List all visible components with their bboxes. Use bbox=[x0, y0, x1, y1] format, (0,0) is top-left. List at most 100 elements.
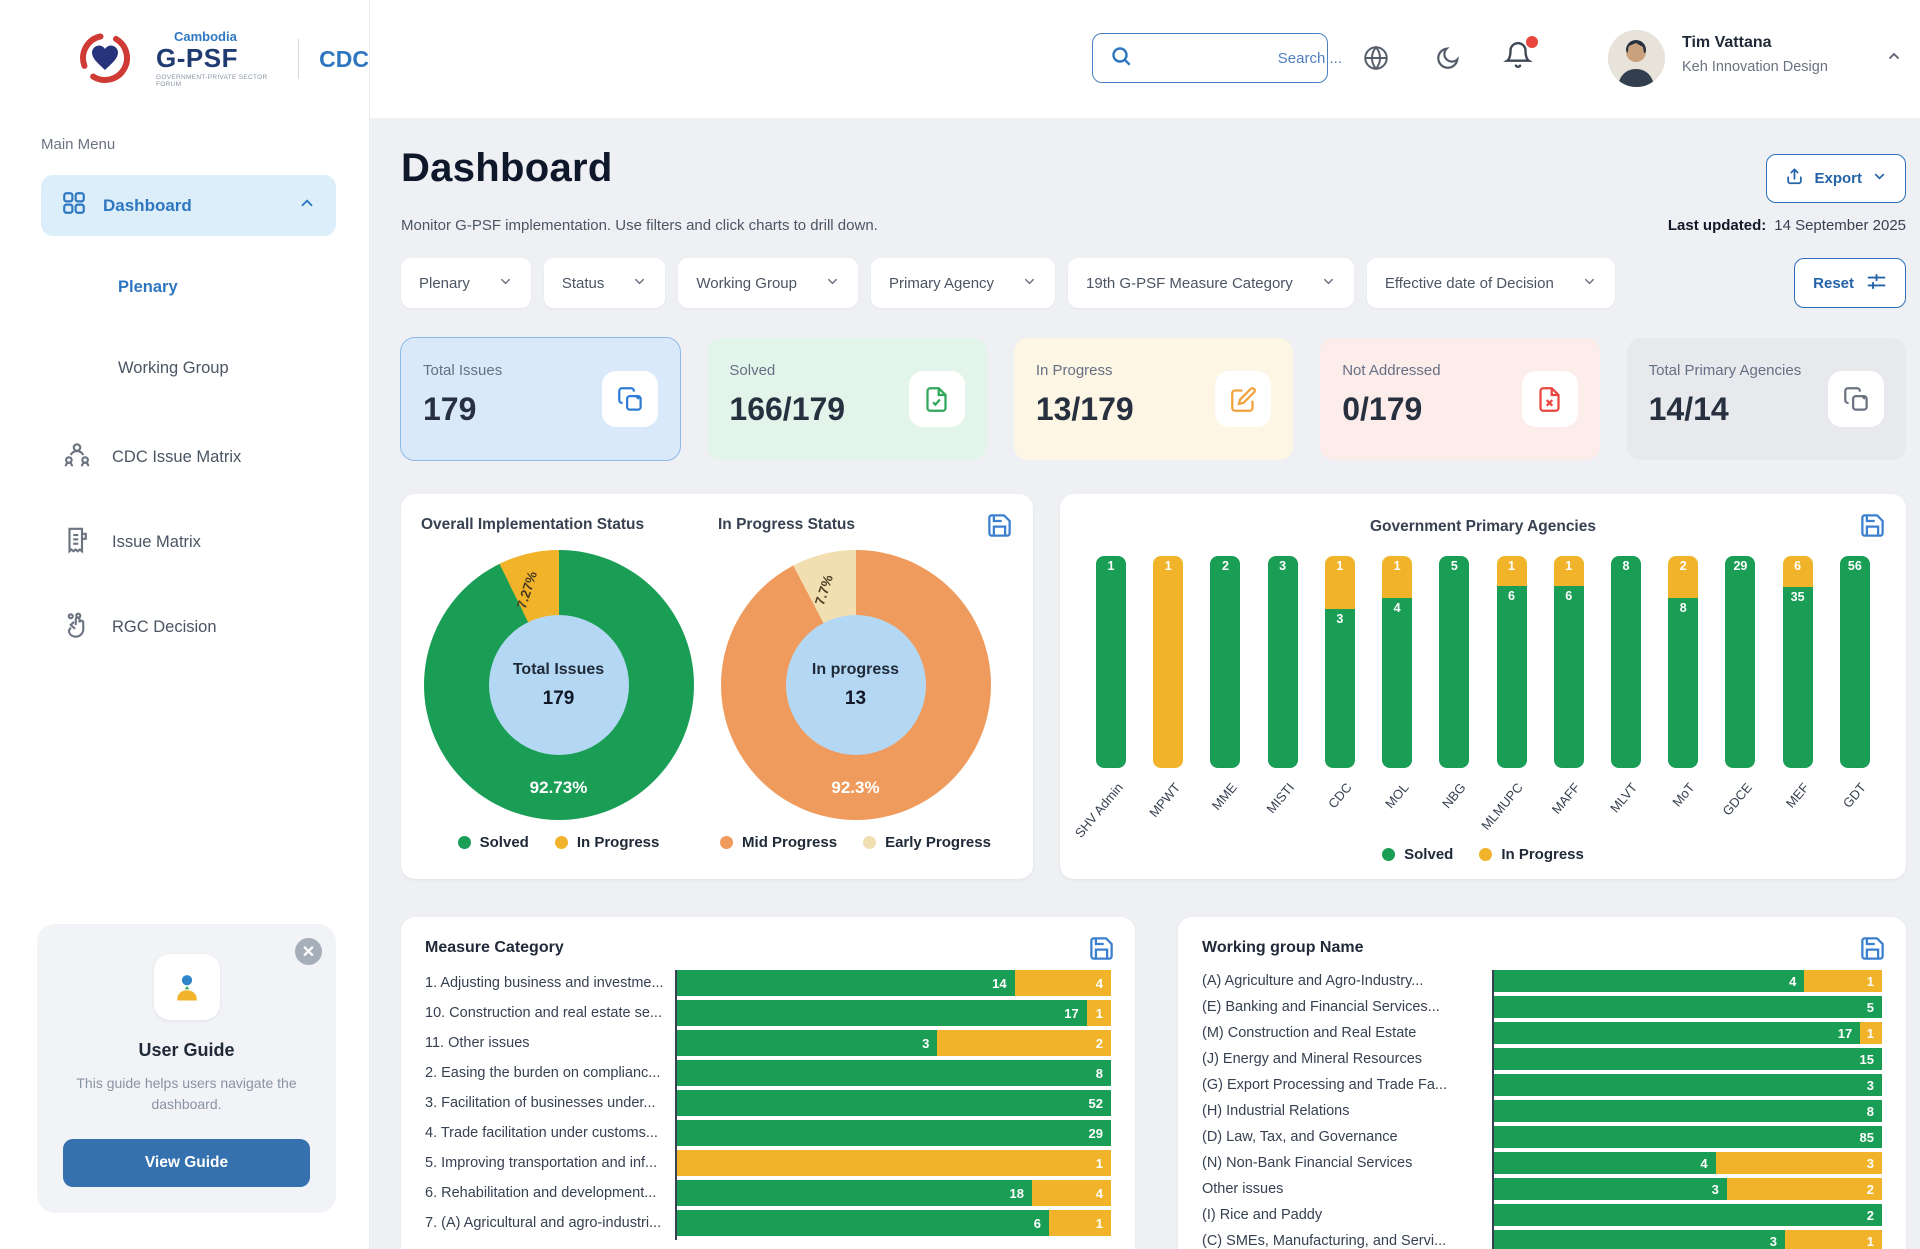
sidebar-item-rgc-decision[interactable]: RGC Decision bbox=[62, 610, 336, 645]
sidebar-item-plenary[interactable]: Plenary bbox=[118, 278, 178, 296]
solved-segment: 4 bbox=[1494, 970, 1805, 992]
filter-effective-date-of-decision[interactable]: Effective date of Decision bbox=[1366, 258, 1615, 308]
copy-icon bbox=[1828, 371, 1885, 427]
filter-19th-g-psf-measure-category[interactable]: 19th G-PSF Measure Category bbox=[1068, 258, 1354, 308]
stat-card-total-primary-agencies[interactable]: Total Primary Agencies 14/14 bbox=[1626, 338, 1907, 460]
sidebar-item-working-group[interactable]: Working Group bbox=[118, 359, 229, 377]
agency-column-cdc: 1 3 CDC bbox=[1324, 556, 1355, 811]
bar-6-rehabilitation-and-development[interactable]: 18 4 bbox=[677, 1180, 1111, 1206]
chevron-down-icon bbox=[1872, 169, 1887, 188]
globe-icon[interactable] bbox=[1362, 44, 1390, 72]
sidebar-nav: Dashboard Plenary Working Group CDC Issu… bbox=[0, 153, 369, 645]
sidebar-item-issue-matrix[interactable]: Issue Matrix bbox=[62, 525, 336, 560]
in-progress-donut[interactable]: 7.7% 92.3% In progress 13 bbox=[720, 550, 991, 820]
save-chart-icon[interactable] bbox=[1088, 935, 1115, 965]
bar-h-industrial-relations[interactable]: 8 bbox=[1494, 1100, 1882, 1122]
legend-in-progress: In Progress bbox=[554, 834, 659, 851]
agency-bar-mlvt[interactable]: 8 bbox=[1610, 556, 1641, 768]
measure-category-panel: Measure Category 1. Adjusting business a… bbox=[401, 917, 1135, 1249]
solved-segment: 14 bbox=[677, 970, 1015, 996]
stat-card-in-progress[interactable]: In Progress 13/179 bbox=[1013, 338, 1294, 460]
bar-1-adjusting-business-and-investme[interactable]: 14 4 bbox=[677, 970, 1111, 996]
bar-3-facilitation-of-businesses-under[interactable]: 52 bbox=[677, 1090, 1111, 1116]
solved-segment: 3 bbox=[1494, 1074, 1882, 1096]
agency-bar-mef[interactable]: 6 35 bbox=[1782, 556, 1813, 768]
moon-icon[interactable] bbox=[1434, 44, 1462, 72]
save-chart-icon[interactable] bbox=[1859, 935, 1886, 965]
view-guide-button[interactable]: View Guide bbox=[63, 1139, 310, 1187]
filter-working-group[interactable]: Working Group bbox=[678, 258, 858, 308]
agency-bar-mpwt[interactable]: 1 bbox=[1153, 556, 1184, 768]
save-chart-icon[interactable] bbox=[986, 512, 1013, 542]
stat-card-solved[interactable]: Solved 166/179 bbox=[707, 338, 987, 460]
filter-primary-agency[interactable]: Primary Agency bbox=[871, 258, 1056, 308]
bar-i-rice-and-paddy[interactable]: 2 bbox=[1494, 1204, 1882, 1226]
solved-segment: 3 bbox=[1494, 1230, 1785, 1249]
bar-j-energy-and-mineral-resources[interactable]: 15 bbox=[1494, 1048, 1882, 1070]
in-progress-segment: 4 bbox=[1014, 970, 1111, 996]
bar-g-export-processing-and-trade-fa[interactable]: 3 bbox=[1494, 1074, 1882, 1096]
x-axis-label: MME bbox=[1208, 780, 1240, 813]
row-label: 6. Rehabilitation and development... bbox=[425, 1185, 657, 1201]
row-label: (C) SMEs, Manufacturing, and Servi... bbox=[1202, 1233, 1447, 1249]
x-axis-label: MAFF bbox=[1549, 780, 1584, 817]
agency-column-mot: 2 8 MoT bbox=[1668, 556, 1699, 810]
bell-icon[interactable] bbox=[1503, 36, 1538, 72]
export-button[interactable]: Export bbox=[1766, 154, 1906, 203]
user-guide-card: ✕ User Guide This guide helps users navi… bbox=[37, 924, 336, 1213]
save-chart-icon[interactable] bbox=[1859, 512, 1886, 542]
solved-segment: 52 bbox=[677, 1090, 1111, 1116]
legend-mid-progress: Mid Progress bbox=[720, 834, 837, 851]
stats-row: Total Issues 179 Solved 166/179 In Progress 1… bbox=[399, 337, 1907, 461]
filter-plenary[interactable]: Plenary bbox=[401, 258, 531, 308]
solved-segment: 6 bbox=[1496, 586, 1527, 768]
stat-card-total-issues[interactable]: Total Issues 179 bbox=[399, 337, 682, 461]
user-guide-title: User Guide bbox=[138, 1040, 235, 1060]
chevron-up-icon[interactable] bbox=[1886, 48, 1902, 69]
solved-segment: 2 bbox=[1494, 1204, 1882, 1226]
dashboard-grid-icon bbox=[61, 190, 87, 221]
agency-bar-gdce[interactable]: 29 bbox=[1725, 556, 1756, 768]
x-axis-label: GDT bbox=[1840, 780, 1870, 811]
bar-e-banking-and-financial-services[interactable]: 5 bbox=[1494, 996, 1882, 1018]
close-icon[interactable]: ✕ bbox=[295, 938, 322, 965]
stat-card-not-addressed[interactable]: Not Addressed 0/179 bbox=[1320, 338, 1600, 460]
user-info[interactable]: Tim Vattana Keh Innovation Design bbox=[1682, 34, 1828, 75]
bar-10-construction-and-real-estate-se[interactable]: 17 1 bbox=[677, 1000, 1111, 1026]
sidebar-item-cdc-issue-matrix[interactable]: CDC Issue Matrix bbox=[62, 440, 336, 475]
bar-5-improving-transportation-and-inf[interactable]: 1 bbox=[677, 1150, 1111, 1176]
sidebar-item-dashboard[interactable]: Dashboard bbox=[41, 175, 336, 236]
solved-segment: 35 bbox=[1782, 586, 1813, 768]
solved-segment: 6 bbox=[1553, 586, 1584, 768]
x-axis-label: MEF bbox=[1782, 780, 1813, 811]
bar-2-easing-the-burden-on-complianc[interactable]: 8 bbox=[677, 1060, 1111, 1086]
solved-segment: 8 bbox=[1610, 556, 1641, 768]
solved-segment: 6 bbox=[677, 1210, 1049, 1236]
avatar[interactable] bbox=[1608, 30, 1665, 87]
legend-dot bbox=[1382, 848, 1396, 861]
search-input[interactable] bbox=[1143, 49, 1342, 67]
in-progress-segment: 6 bbox=[1782, 556, 1813, 587]
bar-4-trade-facilitation-under-customs[interactable]: 29 bbox=[677, 1120, 1111, 1146]
agency-bar-shv-admin[interactable]: 1 bbox=[1096, 556, 1126, 768]
agency-bar-mme[interactable]: 2 bbox=[1210, 556, 1241, 768]
agency-bar-nbg[interactable]: 5 bbox=[1439, 556, 1470, 768]
filter-status[interactable]: Status bbox=[543, 258, 666, 308]
bar-d-law-tax-and-governance[interactable]: 85 bbox=[1494, 1126, 1882, 1148]
agency-bar-misti[interactable]: 3 bbox=[1267, 556, 1298, 768]
bar-m-construction-and-real-estate[interactable]: 17 1 bbox=[1494, 1022, 1882, 1044]
reset-button[interactable]: Reset bbox=[1794, 258, 1906, 308]
agency-bar-gdt[interactable]: 56 bbox=[1839, 556, 1870, 768]
overall-implementation-donut[interactable]: 7.27% 92.73% Total Issues 179 bbox=[423, 550, 694, 820]
